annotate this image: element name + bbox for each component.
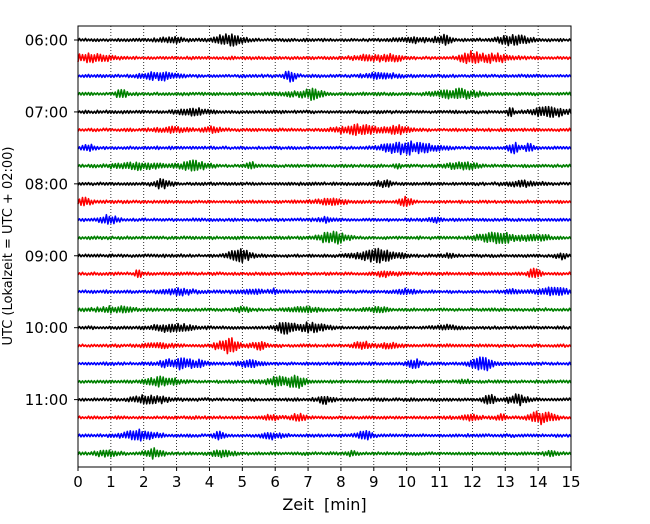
- trace-line-0745: [77, 159, 572, 172]
- trace-line-0700: [77, 105, 572, 118]
- trace-line-0945: [77, 305, 572, 314]
- x-tick-label: 7: [303, 473, 313, 491]
- trace-line-0915: [77, 267, 572, 279]
- y-tick-label: 10:00: [25, 319, 68, 337]
- trace-line-0615: [77, 50, 572, 65]
- x-tick-label: 15: [561, 473, 580, 491]
- x-tick-label: 8: [336, 473, 346, 491]
- trace-line-0715: [77, 123, 572, 136]
- trace-line-1015: [77, 337, 572, 355]
- trace-line-0645: [77, 87, 572, 102]
- x-tick-label: 10: [397, 473, 416, 491]
- trace-layer: [77, 33, 572, 460]
- x-tick-label: 9: [369, 473, 379, 491]
- x-tick-label: 5: [238, 473, 248, 491]
- trace-line-0800: [77, 178, 572, 190]
- x-tick-label: 14: [529, 473, 548, 491]
- trace-line-1100: [77, 393, 572, 407]
- x-tick-label: 0: [73, 473, 83, 491]
- y-tick-label: 07:00: [25, 103, 68, 121]
- x-tick-label: 2: [139, 473, 149, 491]
- x-axis-label: Zeit [min]: [282, 495, 366, 514]
- trace-line-1145: [77, 447, 572, 460]
- x-tick-label: 12: [463, 473, 482, 491]
- y-axis-label: UTC (Lokalzeit = UTC + 02:00): [1, 147, 16, 346]
- trace-line-1130: [77, 428, 572, 442]
- trace-line-0730: [77, 140, 572, 156]
- trace-line-1045: [77, 374, 572, 389]
- trace-line-0830: [77, 213, 572, 225]
- y-axis-ticks: 06:00 07:00 08:00 09:00 10:00 11:00: [25, 32, 78, 409]
- x-tick-label: 1: [106, 473, 116, 491]
- trace-line-1000: [77, 321, 572, 335]
- trace-line-0900: [77, 247, 572, 264]
- y-tick-label: 06:00: [25, 32, 68, 50]
- trace-line-1115: [77, 410, 572, 426]
- y-tick-label: 11:00: [25, 391, 68, 409]
- x-tick-label: 3: [172, 473, 182, 491]
- x-tick-label: 4: [205, 473, 215, 491]
- x-tick-label: 11: [430, 473, 449, 491]
- trace-line-0815: [77, 195, 572, 208]
- x-tick-label: 13: [496, 473, 515, 491]
- y-tick-label: 09:00: [25, 247, 68, 265]
- trace-line-0930: [77, 286, 572, 297]
- x-axis-ticks: 0 1 2 3 4 5 6 7 8 9 10 11 12 13 14 15: [73, 467, 581, 491]
- x-tick-label: 6: [270, 473, 280, 491]
- trace-line-1030: [77, 356, 572, 372]
- trace-line-0630: [77, 70, 572, 83]
- y-tick-label: 08:00: [25, 175, 68, 193]
- trace-line-0845: [77, 230, 572, 245]
- plot-frame: [77, 25, 572, 468]
- trace-line-0600: [77, 33, 572, 47]
